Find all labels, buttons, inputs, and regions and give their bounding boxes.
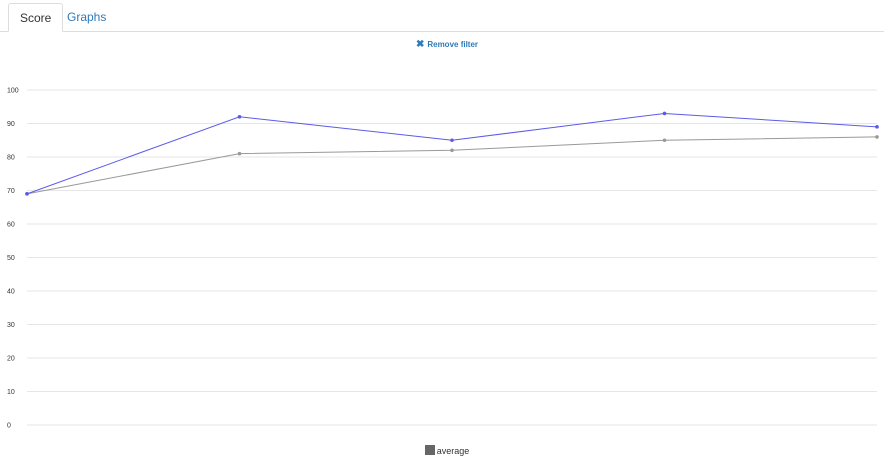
y-tick-label: 100 <box>7 88 19 95</box>
data-point-score[interactable] <box>875 125 879 129</box>
y-tick-label: 90 <box>7 121 15 128</box>
data-point-score[interactable] <box>450 138 454 143</box>
plot-area <box>25 111 879 196</box>
series-line-average <box>26 136 878 195</box>
data-point-average[interactable] <box>662 138 667 143</box>
y-tick-label: 10 <box>7 389 15 396</box>
y-axis: 0 10 20 30 40 50 60 70 80 90 100 <box>7 88 19 430</box>
tab-score[interactable]: Score <box>8 3 64 32</box>
remove-filter-label: Remove filter <box>427 40 479 49</box>
series-line-score <box>26 112 878 195</box>
y-tick-label: 20 <box>7 356 15 363</box>
tab-graphs[interactable]: Graphs <box>67 10 107 24</box>
data-point-average[interactable] <box>237 151 242 156</box>
y-tick-label: 60 <box>7 222 15 229</box>
y-tick-label: 40 <box>7 289 15 296</box>
legend: average <box>0 445 894 456</box>
y-tick-label: 80 <box>7 155 15 162</box>
y-tick-label: 30 <box>7 322 15 329</box>
data-point-score[interactable] <box>237 115 242 119</box>
remove-filter-link[interactable]: ✖ Remove filter <box>0 39 894 50</box>
data-point-score[interactable] <box>662 111 667 116</box>
close-icon: ✖ <box>415 39 425 50</box>
y-tick-label: 0 <box>7 423 11 430</box>
grid-lines <box>27 89 877 426</box>
data-point-average[interactable] <box>875 135 879 139</box>
y-tick-label: 70 <box>7 188 15 195</box>
y-tick-label: 50 <box>7 255 15 262</box>
data-point-average[interactable] <box>450 148 454 153</box>
tab-bar: Score Graphs <box>0 0 884 32</box>
data-point-score[interactable] <box>25 192 29 196</box>
legend-swatch <box>424 445 435 455</box>
legend-label: average <box>436 446 470 456</box>
line-chart: 0 10 20 30 40 50 60 70 80 90 100 <box>7 88 879 430</box>
